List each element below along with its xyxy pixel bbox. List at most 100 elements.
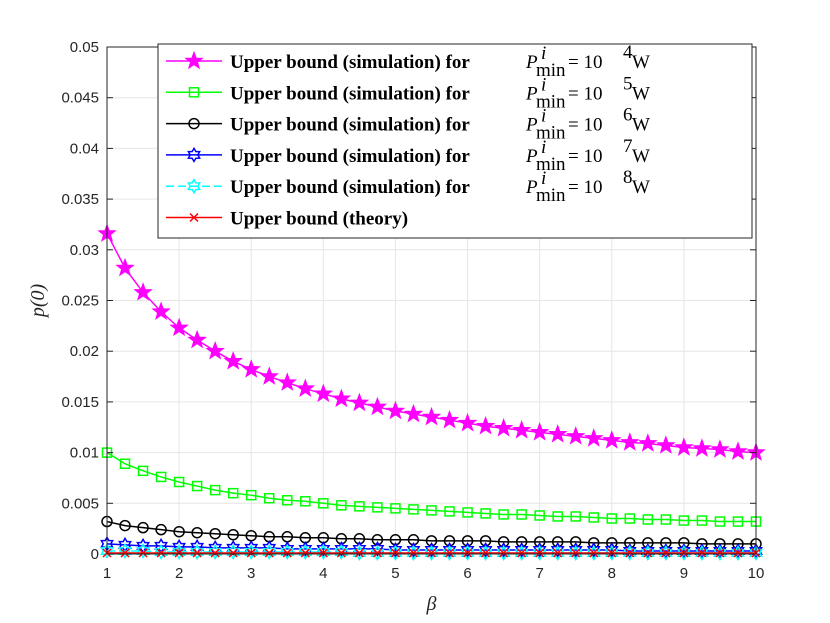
data-point bbox=[370, 545, 385, 561]
data-point bbox=[298, 540, 313, 557]
data-point bbox=[367, 396, 388, 416]
legend-math-p: P bbox=[525, 115, 538, 136]
data-point bbox=[316, 540, 331, 557]
data-point-stroke bbox=[426, 548, 437, 558]
data-point bbox=[280, 543, 295, 560]
data-point bbox=[424, 541, 439, 558]
data-point bbox=[300, 496, 311, 507]
data-point bbox=[496, 545, 511, 561]
data-point bbox=[692, 438, 712, 457]
data-point bbox=[571, 548, 581, 558]
data-point bbox=[187, 329, 207, 349]
data-point bbox=[514, 541, 529, 558]
data-point bbox=[390, 503, 401, 514]
data-point-stroke bbox=[733, 548, 743, 558]
data-point bbox=[151, 301, 171, 320]
data-point bbox=[584, 428, 604, 447]
legend-math-unit: W bbox=[632, 146, 650, 167]
data-point bbox=[640, 542, 655, 559]
y-tick-label: 0.045 bbox=[61, 90, 99, 107]
data-point bbox=[444, 506, 455, 517]
legend-math-p: P bbox=[525, 83, 538, 104]
data-point bbox=[227, 528, 239, 541]
data-point bbox=[154, 543, 168, 560]
data-point bbox=[710, 439, 730, 458]
legend-math-unit: W bbox=[632, 115, 650, 136]
data-point bbox=[696, 515, 708, 526]
data-point bbox=[426, 548, 437, 558]
data-point-stroke bbox=[715, 548, 725, 558]
data-point bbox=[604, 541, 619, 558]
data-point-stroke bbox=[444, 548, 455, 558]
data-point bbox=[529, 422, 550, 441]
data-point bbox=[713, 542, 727, 559]
data-point-stroke bbox=[553, 548, 563, 558]
data-point bbox=[421, 406, 442, 426]
data-point bbox=[625, 548, 635, 558]
data-point bbox=[424, 545, 439, 561]
data-point bbox=[439, 409, 460, 429]
data-point bbox=[697, 548, 707, 558]
data-point bbox=[227, 487, 239, 499]
data-point-stroke bbox=[264, 548, 274, 558]
data-point bbox=[209, 484, 221, 496]
series-6 bbox=[102, 548, 761, 558]
data-point bbox=[478, 541, 493, 558]
data-point bbox=[604, 545, 619, 561]
legend-math-eq: = 10 bbox=[568, 52, 602, 73]
data-point bbox=[660, 514, 672, 525]
x-tick-label: 1 bbox=[103, 565, 111, 582]
legend-label: Upper bound (simulation) for bbox=[230, 115, 470, 136]
data-point-stroke bbox=[336, 548, 346, 558]
data-point-stroke bbox=[499, 548, 509, 558]
legend-math-exp: 7 bbox=[623, 136, 633, 157]
data-point bbox=[749, 545, 763, 561]
data-point bbox=[460, 541, 475, 558]
legend-math-sup: i bbox=[541, 137, 546, 158]
data-point-stroke bbox=[300, 548, 310, 558]
legend-math-eq: = 10 bbox=[568, 177, 602, 198]
data-point bbox=[313, 383, 334, 403]
y-tick-label: 0.035 bbox=[61, 191, 99, 208]
data-point-stroke bbox=[589, 548, 599, 558]
series-line bbox=[106, 451, 756, 523]
legend-math-exp: 4 bbox=[623, 42, 633, 63]
y-tick-label: 0.005 bbox=[61, 495, 99, 512]
data-point bbox=[188, 87, 200, 98]
series-2 bbox=[101, 447, 762, 527]
data-point bbox=[372, 548, 382, 558]
data-point bbox=[534, 510, 545, 521]
data-point-stroke bbox=[571, 548, 581, 558]
data-point-stroke bbox=[697, 548, 707, 558]
data-point bbox=[532, 545, 547, 561]
data-point-stroke bbox=[354, 548, 364, 558]
legend-math-sup: i bbox=[541, 74, 546, 95]
y-tick-label: 0 bbox=[91, 546, 99, 563]
legend-label-prefix: Upper bound (simulation) for bbox=[230, 115, 470, 136]
data-point bbox=[264, 548, 274, 558]
data-point bbox=[173, 476, 185, 488]
data-point bbox=[133, 282, 153, 301]
series-line bbox=[106, 543, 756, 552]
data-point bbox=[658, 542, 673, 559]
data-point bbox=[676, 542, 691, 559]
data-point bbox=[280, 540, 295, 557]
data-point bbox=[349, 392, 370, 412]
legend-math-sup: i bbox=[541, 168, 546, 189]
data-point bbox=[511, 420, 532, 439]
data-point-stroke bbox=[517, 548, 527, 558]
data-point bbox=[282, 548, 292, 558]
x-tick-label: 4 bbox=[319, 565, 327, 582]
legend-math-p: P bbox=[525, 177, 538, 198]
data-point bbox=[184, 50, 204, 70]
data-point bbox=[589, 548, 599, 558]
data-point bbox=[318, 498, 329, 509]
data-point bbox=[622, 542, 637, 559]
data-point bbox=[552, 511, 563, 522]
data-point bbox=[444, 548, 455, 558]
data-point bbox=[119, 519, 131, 532]
data-point-stroke bbox=[643, 548, 653, 558]
x-tick-label: 2 bbox=[175, 565, 183, 582]
x-tick-label: 8 bbox=[608, 565, 616, 582]
data-point-stroke bbox=[120, 548, 130, 558]
